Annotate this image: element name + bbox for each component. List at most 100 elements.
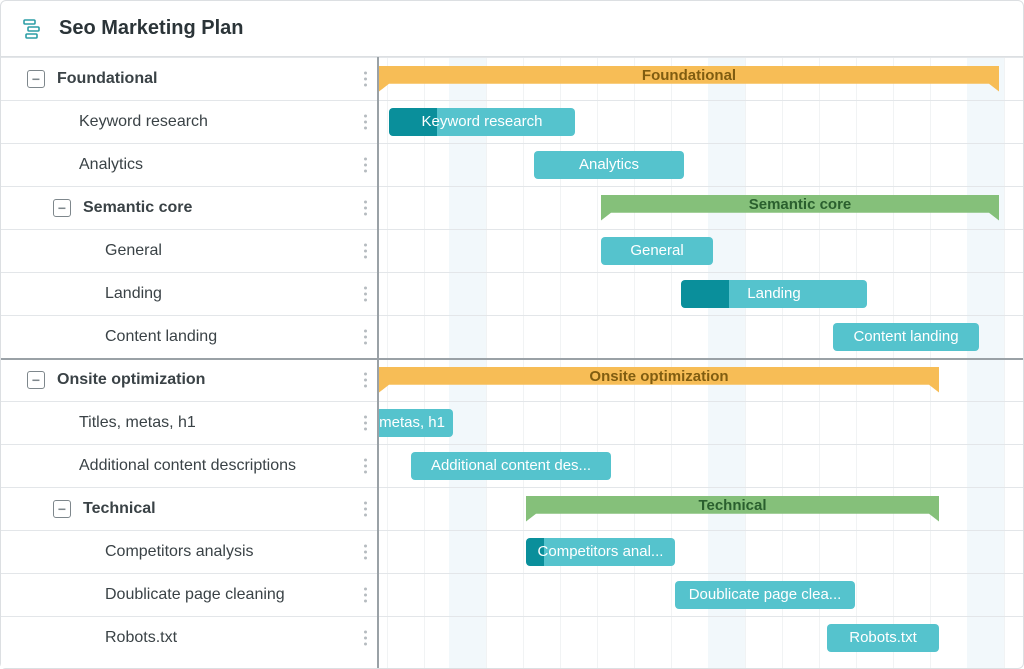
summary-bar-onsite[interactable]: Onsite optimization (379, 367, 939, 393)
bar-label: Landing (747, 285, 800, 302)
task-label: Titles, metas, h1 (79, 414, 196, 432)
summary-bar-technical[interactable]: Technical (526, 496, 939, 522)
task-row-titles[interactable]: Titles, metas, h1 (1, 401, 377, 444)
task-row-semantic[interactable]: −Semantic core (1, 186, 377, 229)
drag-handle-icon[interactable] (364, 587, 367, 602)
task-label: Competitors analysis (105, 543, 254, 561)
row-separator (379, 229, 1023, 230)
bar-label: General (630, 242, 683, 259)
weekend-shade (449, 57, 486, 668)
summary-bar-foundational[interactable]: Foundational (379, 66, 999, 92)
drag-handle-icon[interactable] (364, 157, 367, 172)
task-row-content-landing[interactable]: Content landing (1, 315, 377, 358)
page-title: Seo Marketing Plan (59, 17, 244, 40)
drag-handle-icon[interactable] (364, 114, 367, 129)
task-label: Semantic core (83, 199, 192, 217)
progress-fill (681, 280, 729, 308)
gantt-container: −FoundationalKeyword researchAnalytics−S… (1, 57, 1023, 668)
task-row-onsite[interactable]: −Onsite optimization (1, 358, 377, 401)
summary-bar-semantic[interactable]: Semantic core (601, 195, 999, 221)
grid-line (819, 57, 820, 668)
row-separator (379, 530, 1023, 531)
row-separator (379, 487, 1023, 488)
grid-line (671, 57, 672, 668)
task-bar-titles[interactable]: metas, h1 (379, 409, 453, 437)
drag-handle-icon[interactable] (364, 501, 367, 516)
row-separator (379, 272, 1023, 273)
task-row-competitors[interactable]: Competitors analysis (1, 530, 377, 573)
grid-line (597, 57, 598, 668)
weekend-shade (708, 57, 745, 668)
drag-handle-icon[interactable] (364, 286, 367, 301)
task-label: General (105, 242, 162, 260)
task-bar-content-landing[interactable]: Content landing (833, 323, 979, 351)
timeline-pane[interactable]: Foundational Keyword research Analytics Sem… (379, 57, 1023, 668)
grid-line (1004, 57, 1005, 668)
collapse-toggle[interactable]: − (53, 199, 71, 217)
task-label: Robots.txt (105, 629, 177, 647)
task-bar-landing[interactable]: Landing (681, 280, 867, 308)
task-row-general[interactable]: General (1, 229, 377, 272)
grid-line (930, 57, 931, 668)
bar-label: Competitors anal... (538, 543, 664, 560)
drag-handle-icon[interactable] (364, 630, 367, 645)
task-label: Content landing (105, 328, 217, 346)
task-bar-general[interactable]: General (601, 237, 713, 265)
task-bar-keyword[interactable]: Keyword research (389, 108, 575, 136)
grid-line (387, 57, 388, 668)
drag-handle-icon[interactable] (364, 71, 367, 86)
task-label: Doublicate page cleaning (105, 586, 285, 604)
drag-handle-icon[interactable] (364, 329, 367, 344)
drag-handle-icon[interactable] (364, 458, 367, 473)
task-row-additional[interactable]: Additional content descriptions (1, 444, 377, 487)
task-label: Onsite optimization (57, 371, 205, 389)
task-bar-robots[interactable]: Robots.txt (827, 624, 939, 652)
task-list-pane: −FoundationalKeyword researchAnalytics−S… (1, 57, 379, 668)
task-label: Landing (105, 285, 162, 303)
row-separator (379, 401, 1023, 402)
bar-label: Robots.txt (849, 629, 917, 646)
weekend-shade (967, 57, 1004, 668)
bar-label: Foundational (642, 67, 736, 84)
task-label: Analytics (79, 156, 143, 174)
bar-label: Content landing (853, 328, 958, 345)
task-bar-competitors[interactable]: Competitors anal... (526, 538, 675, 566)
drag-handle-icon[interactable] (364, 544, 367, 559)
task-row-landing[interactable]: Landing (1, 272, 377, 315)
drag-handle-icon[interactable] (364, 415, 367, 430)
drag-handle-icon[interactable] (364, 200, 367, 215)
task-bar-analytics[interactable]: Analytics (534, 151, 684, 179)
drag-handle-icon[interactable] (364, 372, 367, 387)
collapse-toggle[interactable]: − (27, 70, 45, 88)
task-row-doublicate[interactable]: Doublicate page cleaning (1, 573, 377, 616)
row-separator (379, 616, 1023, 617)
grid-line (560, 57, 561, 668)
drag-handle-icon[interactable] (364, 243, 367, 258)
header: Seo Marketing Plan (1, 1, 1023, 57)
bar-label: Additional content des... (431, 457, 591, 474)
task-bar-additional[interactable]: Additional content des... (411, 452, 611, 480)
bar-label: Analytics (579, 156, 639, 173)
task-label: Foundational (57, 70, 157, 88)
task-label: Keyword research (79, 113, 208, 131)
bar-label: metas, h1 (379, 414, 445, 431)
task-row-keyword[interactable]: Keyword research (1, 100, 377, 143)
bar-label: Doublicate page clea... (689, 586, 842, 603)
task-row-analytics[interactable]: Analytics (1, 143, 377, 186)
row-separator (379, 186, 1023, 187)
task-row-robots[interactable]: Robots.txt (1, 616, 377, 659)
grid-line (634, 57, 635, 668)
task-row-foundational[interactable]: −Foundational (1, 57, 377, 100)
bar-label: Keyword research (422, 113, 543, 130)
task-bar-doublicate[interactable]: Doublicate page clea... (675, 581, 855, 609)
grid-line (856, 57, 857, 668)
grid-line (486, 57, 487, 668)
bar-label: Semantic core (749, 196, 852, 213)
collapse-toggle[interactable]: − (53, 500, 71, 518)
task-label: Technical (83, 500, 156, 518)
row-separator (379, 143, 1023, 144)
collapse-toggle[interactable]: − (27, 371, 45, 389)
row-separator (379, 57, 1023, 58)
task-row-technical[interactable]: −Technical (1, 487, 377, 530)
bar-label: Onsite optimization (589, 368, 728, 385)
